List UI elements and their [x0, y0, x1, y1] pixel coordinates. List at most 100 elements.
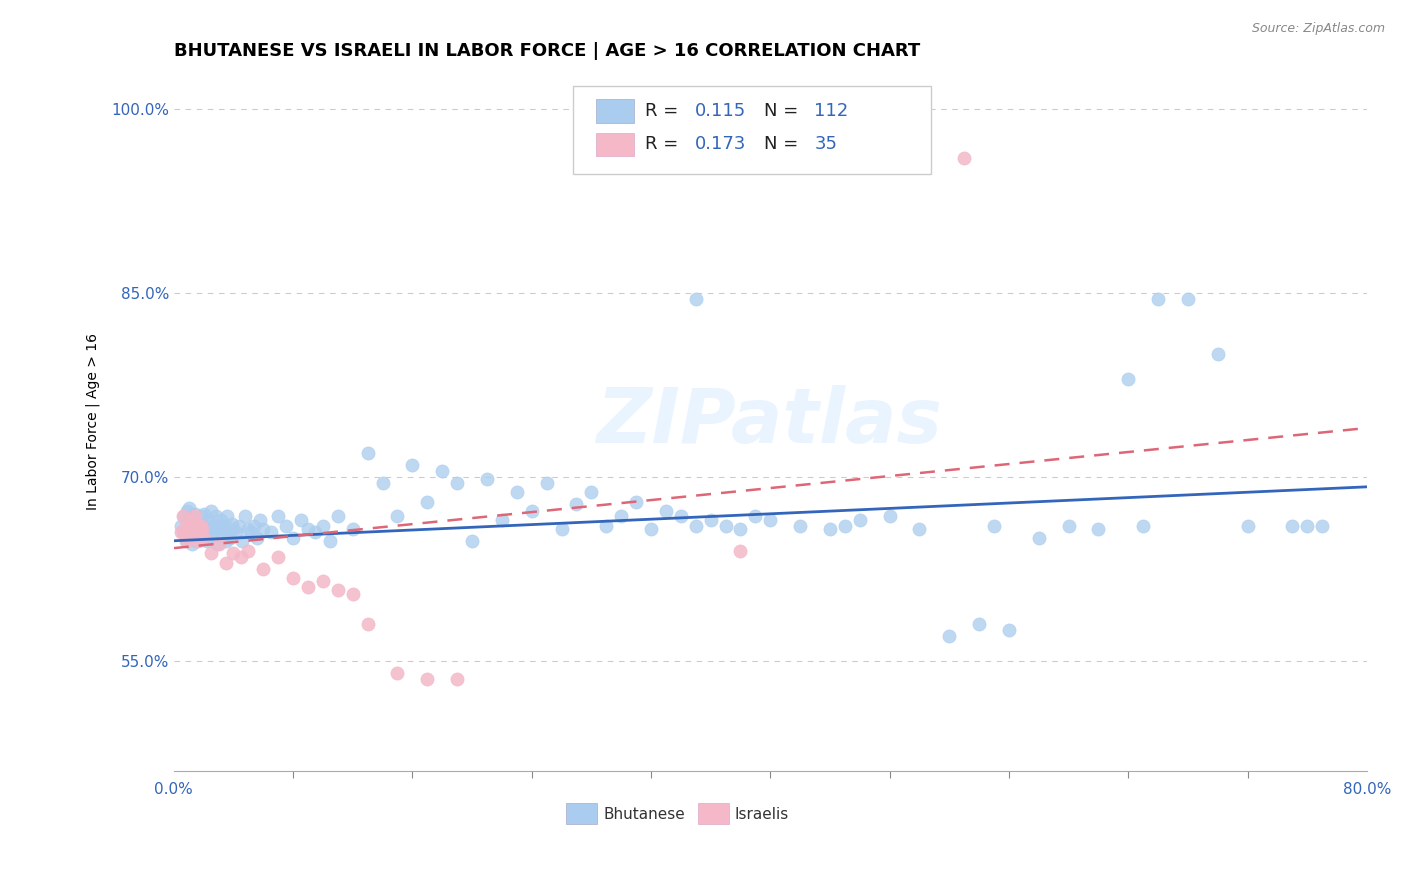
FancyBboxPatch shape — [596, 99, 634, 123]
Point — [1147, 292, 1170, 306]
Point — [186, 525, 208, 540]
Point — [624, 494, 647, 508]
Text: 112: 112 — [814, 102, 849, 120]
Point — [202, 525, 225, 540]
Point — [186, 533, 208, 548]
Point — [342, 586, 364, 600]
Point — [401, 458, 423, 472]
Point — [759, 513, 782, 527]
Point — [730, 543, 752, 558]
Point — [536, 476, 558, 491]
FancyBboxPatch shape — [596, 133, 634, 156]
Point — [879, 509, 901, 524]
Point — [1028, 532, 1050, 546]
Point — [191, 509, 214, 524]
Point — [218, 525, 240, 540]
Point — [356, 445, 378, 459]
Point — [197, 513, 219, 527]
Point — [319, 533, 342, 548]
Point — [387, 509, 409, 524]
Point — [179, 519, 201, 533]
Point — [170, 519, 193, 533]
Point — [181, 513, 204, 527]
Point — [685, 519, 707, 533]
Point — [187, 533, 209, 548]
Point — [506, 484, 529, 499]
Point — [172, 525, 194, 540]
Point — [1057, 519, 1080, 533]
Point — [215, 533, 238, 548]
Point — [195, 533, 218, 548]
Point — [416, 494, 439, 508]
Point — [200, 546, 222, 560]
Point — [170, 525, 193, 540]
Point — [260, 525, 283, 540]
Point — [176, 504, 198, 518]
Point — [446, 476, 468, 491]
Y-axis label: In Labor Force | Age > 16: In Labor Force | Age > 16 — [86, 334, 100, 510]
Point — [326, 582, 349, 597]
Point — [201, 519, 224, 533]
Point — [1087, 522, 1109, 536]
Point — [208, 522, 231, 536]
Point — [225, 525, 247, 540]
Point — [297, 522, 319, 536]
Point — [194, 519, 217, 533]
Point — [730, 522, 752, 536]
Point — [222, 522, 245, 536]
Point — [187, 516, 209, 531]
Point — [235, 509, 257, 524]
Point — [177, 532, 200, 546]
Point — [304, 525, 326, 540]
Point — [246, 532, 269, 546]
Point — [172, 509, 194, 524]
Point — [461, 533, 484, 548]
Point — [207, 537, 229, 551]
Point — [312, 519, 335, 533]
Point — [967, 617, 990, 632]
Point — [243, 519, 266, 533]
Point — [207, 519, 229, 533]
FancyBboxPatch shape — [697, 804, 728, 824]
Point — [312, 574, 335, 589]
Point — [416, 673, 439, 687]
Point — [252, 522, 274, 536]
Point — [174, 533, 197, 548]
Point — [176, 533, 198, 548]
Point — [1281, 519, 1303, 533]
Point — [1177, 292, 1199, 306]
Point — [188, 522, 211, 536]
Point — [183, 507, 205, 521]
Point — [238, 543, 260, 558]
Point — [655, 504, 678, 518]
Point — [669, 509, 692, 524]
Point — [212, 532, 235, 546]
Text: R =: R = — [645, 102, 685, 120]
Point — [1236, 519, 1258, 533]
Point — [200, 504, 222, 518]
Point — [744, 509, 766, 524]
Point — [983, 519, 1005, 533]
Point — [342, 522, 364, 536]
Point — [252, 562, 274, 576]
Point — [834, 519, 856, 533]
Point — [595, 519, 617, 533]
Point — [326, 509, 349, 524]
Point — [938, 629, 960, 643]
Point — [297, 580, 319, 594]
Point — [908, 522, 931, 536]
Point — [177, 522, 200, 536]
Point — [550, 522, 572, 536]
Point — [179, 513, 201, 527]
Point — [520, 504, 543, 518]
Point — [356, 617, 378, 632]
Point — [610, 509, 633, 524]
Point — [221, 516, 243, 531]
FancyBboxPatch shape — [574, 87, 931, 174]
Text: 0.173: 0.173 — [695, 136, 747, 153]
Point — [205, 537, 228, 551]
Point — [1310, 519, 1333, 533]
Point — [789, 519, 811, 533]
Text: N =: N = — [765, 102, 804, 120]
Point — [229, 549, 252, 564]
